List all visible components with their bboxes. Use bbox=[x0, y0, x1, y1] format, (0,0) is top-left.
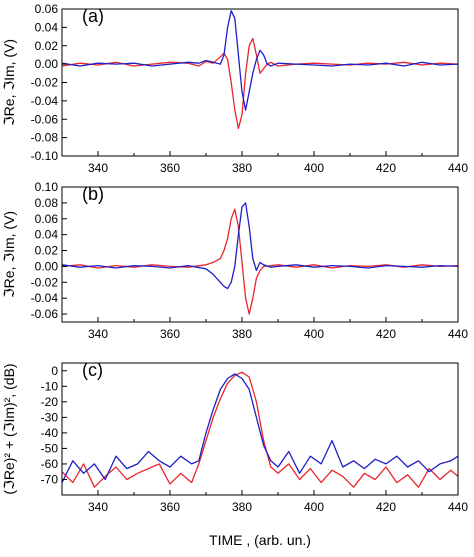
y-tick-label: 0.02 bbox=[35, 244, 59, 258]
y-tick-label: 0.04 bbox=[35, 228, 59, 242]
y-tick-label: -0.02 bbox=[31, 275, 59, 289]
panel-label: (b) bbox=[82, 184, 104, 204]
y-axis-label: ℑRe, ℑIm, (V) bbox=[1, 211, 17, 298]
x-tick-label: 440 bbox=[448, 327, 468, 341]
chart-panel-1: 340 360 380 400 420 440 -0.10 -0.08 -0.06 -0.04 -0… bbox=[1, 2, 468, 175]
y-axis-label: (ℑRe)² + (ℑIm)², (dB) bbox=[1, 363, 17, 494]
plot-frame bbox=[61, 362, 459, 496]
x-tick-label: 440 bbox=[448, 500, 468, 514]
y-tick-label: 0.10 bbox=[35, 180, 59, 194]
y-tick-label: -60 bbox=[41, 457, 59, 471]
y-axis-label: ℑRe, ℑIm, (V) bbox=[1, 39, 17, 126]
y-tick-label: -0.02 bbox=[31, 76, 59, 90]
series-line-2 bbox=[62, 10, 458, 111]
y-tick-label: -0.06 bbox=[31, 307, 59, 321]
y-tick-label: -0.04 bbox=[31, 94, 59, 108]
x-tick-label: 440 bbox=[448, 161, 468, 175]
y-tick-label: 0.08 bbox=[35, 196, 59, 210]
y-tick-label: -10 bbox=[41, 379, 59, 393]
x-tick-label: 340 bbox=[88, 161, 108, 175]
x-tick-label: 360 bbox=[160, 500, 180, 514]
x-tick-label: 360 bbox=[160, 327, 180, 341]
x-tick-label: 340 bbox=[88, 327, 108, 341]
y-tick-label: -40 bbox=[41, 426, 59, 440]
x-tick-label: 360 bbox=[160, 161, 180, 175]
y-tick-label: -0.10 bbox=[31, 149, 59, 163]
series-line-1 bbox=[62, 37, 458, 130]
y-tick-label: -0.04 bbox=[31, 291, 59, 305]
y-tick-label: -0.06 bbox=[31, 112, 59, 126]
x-tick-label: 380 bbox=[232, 327, 252, 341]
series-line-2 bbox=[62, 373, 458, 483]
x-tick-label: 420 bbox=[376, 500, 396, 514]
panel-label: (c) bbox=[82, 360, 103, 380]
y-tick-label: 0.06 bbox=[35, 2, 59, 16]
series-line-1 bbox=[62, 208, 458, 315]
panel-label: (a) bbox=[82, 6, 104, 26]
y-tick-label: 0.04 bbox=[35, 20, 59, 34]
x-axis-label: TIME , (arb. un.) bbox=[209, 532, 311, 548]
x-tick-label: 400 bbox=[304, 161, 324, 175]
x-tick-label: 400 bbox=[304, 500, 324, 514]
x-tick-label: 420 bbox=[376, 161, 396, 175]
y-tick-label: 0.00 bbox=[35, 57, 59, 71]
plot-frame bbox=[61, 186, 459, 323]
y-tick-label: -30 bbox=[41, 410, 59, 424]
series-line-1 bbox=[62, 371, 458, 488]
y-tick-label: 0.06 bbox=[35, 212, 59, 226]
x-tick-label: 420 bbox=[376, 327, 396, 341]
x-tick-label: 380 bbox=[232, 161, 252, 175]
plot-frame bbox=[61, 8, 459, 157]
x-tick-label: 400 bbox=[304, 327, 324, 341]
series-line-2 bbox=[62, 202, 458, 290]
y-tick-label: -20 bbox=[41, 395, 59, 409]
y-tick-label: -50 bbox=[41, 441, 59, 455]
chart-panel-2: 340 360 380 400 420 440-0.06-0.04-0.020.000.0… bbox=[1, 180, 468, 341]
y-tick-label: 0.02 bbox=[35, 39, 59, 53]
y-tick-label: -0.08 bbox=[31, 131, 59, 145]
x-tick-label: 340 bbox=[88, 500, 108, 514]
y-tick-label: -70 bbox=[41, 472, 59, 486]
chart-panel-3: 340 360 380 400 420 440 -70-60 -50-40 -30-20 -100… bbox=[1, 360, 468, 548]
y-tick-label: 0 bbox=[51, 364, 58, 378]
x-tick-label: 380 bbox=[232, 500, 252, 514]
y-tick-label: 0.00 bbox=[35, 259, 59, 273]
